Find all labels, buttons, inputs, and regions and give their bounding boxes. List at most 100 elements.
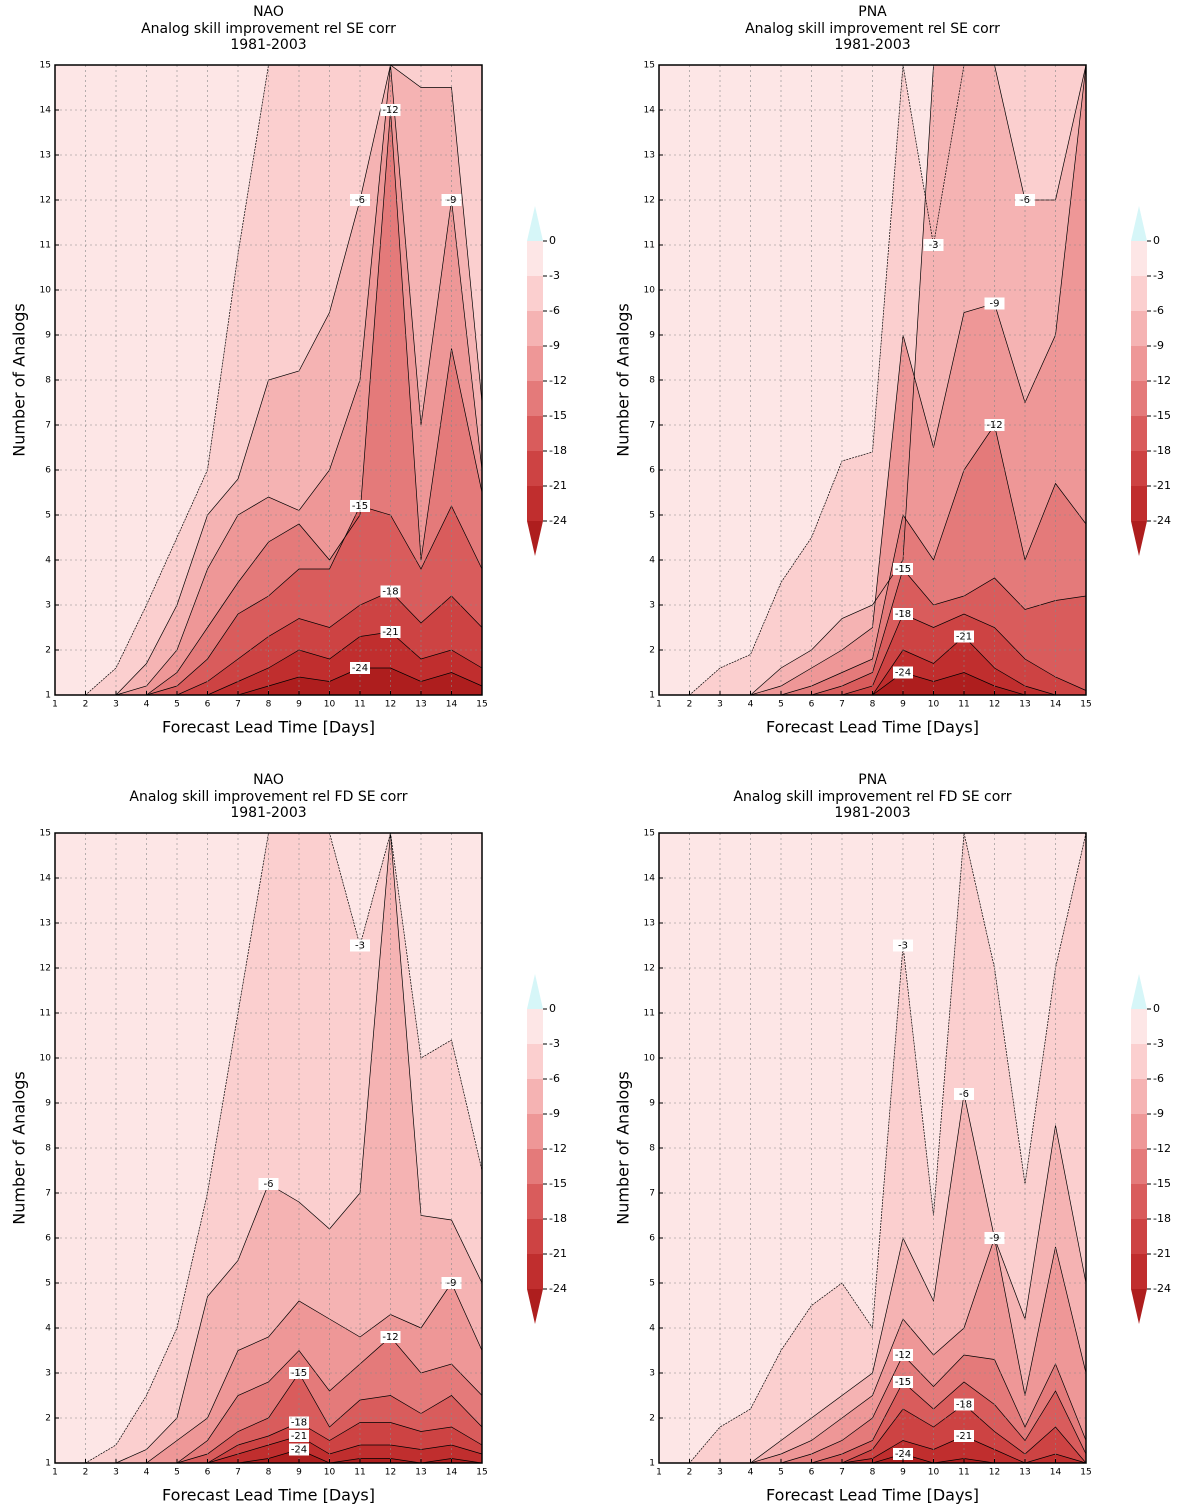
y-tick-label: 8: [45, 376, 51, 386]
contour-label: -21: [291, 1431, 307, 1442]
x-tick-label: 8: [266, 1468, 272, 1478]
y-tick-label: 3: [649, 1369, 655, 1379]
y-tick-label: 9: [45, 331, 51, 341]
contour-label: -24: [352, 663, 368, 674]
x-tick-label: 9: [296, 1468, 302, 1478]
x-tick-label: 12: [989, 1468, 1000, 1478]
x-tick-label: 2: [687, 1468, 693, 1478]
colorbar-band: [527, 1219, 543, 1254]
colorbar-label: -21: [1153, 479, 1171, 492]
colorbar-extend-top: [527, 206, 543, 241]
colorbar-extend-bottom: [527, 1289, 543, 1324]
colorbar-band: [527, 1009, 543, 1044]
colorbar-band: [527, 416, 543, 451]
period: 1981-2003: [230, 37, 306, 53]
contour-label: -21: [382, 627, 398, 638]
x-tick-label: 10: [324, 700, 336, 710]
x-tick-label: 14: [446, 700, 458, 710]
y-tick-label: 14: [644, 874, 656, 884]
y-tick-label: 4: [45, 1324, 51, 1334]
colorbar-band: [527, 486, 543, 521]
colorbar-label: -24: [1153, 514, 1171, 527]
y-tick-label: 13: [644, 919, 655, 929]
x-tick-label: 13: [415, 1468, 426, 1478]
colorbar-label: -15: [549, 409, 567, 422]
y-axis-label: Number of Analogs: [10, 303, 29, 456]
x-tick-label: 13: [1019, 700, 1030, 710]
y-axis-label: Number of Analogs: [10, 1071, 29, 1224]
colorbar-band: [527, 1184, 543, 1219]
x-tick-label: 15: [1080, 700, 1091, 710]
y-tick-label: 9: [649, 1099, 655, 1109]
y-tick-label: 5: [45, 1279, 51, 1289]
colorbar-label: -21: [549, 479, 567, 492]
y-tick-label: 3: [45, 1369, 51, 1379]
colorbar-label: -15: [1153, 409, 1171, 422]
colorbar-band: [527, 1044, 543, 1079]
y-tick-label: 15: [40, 61, 51, 71]
y-tick-label: 15: [644, 829, 655, 839]
x-tick-label: 13: [1019, 1468, 1030, 1478]
colorbar-extend-top: [1131, 206, 1147, 241]
colorbar-label: -6: [549, 1072, 560, 1085]
contour-label-box: [289, 1416, 309, 1429]
x-tick-label: 7: [235, 1468, 241, 1478]
y-tick-label: 15: [40, 829, 51, 839]
colorbar-label: -9: [1153, 339, 1164, 352]
y-tick-label: 11: [40, 1009, 51, 1019]
colorbar-label: -3: [549, 1037, 560, 1050]
colorbar-label: -6: [1153, 1072, 1164, 1085]
colorbar-band: [1131, 1149, 1147, 1184]
colorbar-band: [1131, 311, 1147, 346]
colorbar-band: [527, 241, 543, 276]
period: 1981-2003: [834, 805, 910, 821]
subtitle: Analog skill improvement rel SE corr: [141, 21, 396, 37]
x-tick-label: 5: [174, 1468, 180, 1478]
y-tick-label: 6: [45, 1234, 51, 1244]
colorbar-label: -18: [549, 1212, 567, 1225]
y-tick-label: 11: [644, 241, 655, 251]
y-tick-label: 15: [644, 61, 655, 71]
y-tick-label: 2: [45, 646, 51, 656]
x-axis-label: Forecast Lead Time [Days]: [162, 1486, 375, 1505]
colorbar-band: [527, 1149, 543, 1184]
title: NAO: [253, 772, 284, 788]
colorbar-band: [527, 276, 543, 311]
x-tick-label: 9: [296, 700, 302, 710]
x-tick-label: 7: [235, 700, 241, 710]
y-tick-label: 11: [644, 1009, 655, 1019]
contour-label: -12: [895, 1350, 911, 1361]
x-tick-label: 6: [205, 1468, 211, 1478]
colorbar-band: [1131, 1079, 1147, 1114]
y-tick-label: 7: [45, 1189, 51, 1199]
x-tick-label: 4: [144, 700, 150, 710]
subtitle: Analog skill improvement rel FD SE corr: [733, 789, 1011, 805]
x-tick-label: 4: [144, 1468, 150, 1478]
colorbar-band: [1131, 346, 1147, 381]
x-axis-label: Forecast Lead Time [Days]: [766, 1486, 979, 1505]
colorbar-label: -12: [549, 1142, 567, 1155]
x-tick-label: 4: [748, 700, 754, 710]
colorbar-band: [1131, 1219, 1147, 1254]
colorbar-band: [527, 311, 543, 346]
colorbar-extend-bottom: [527, 521, 543, 556]
colorbar-extend-top: [527, 974, 543, 1009]
x-tick-label: 12: [989, 700, 1000, 710]
period: 1981-2003: [230, 805, 306, 821]
colorbar-band: [527, 451, 543, 486]
colorbar-label: -6: [549, 304, 560, 317]
x-tick-label: 14: [1050, 1468, 1062, 1478]
colorbar-band: [527, 346, 543, 381]
y-tick-label: 8: [649, 1144, 655, 1154]
period: 1981-2003: [834, 37, 910, 53]
contour-label: -3: [355, 941, 365, 952]
colorbar-band: [1131, 1009, 1147, 1044]
y-tick-label: 12: [40, 196, 51, 206]
y-tick-label: 6: [45, 466, 51, 476]
colorbar-label: -15: [549, 1177, 567, 1190]
colorbar-band: [527, 1254, 543, 1289]
y-tick-label: 14: [644, 106, 656, 116]
contour-label-box: [893, 666, 913, 679]
colorbar-label: -21: [549, 1247, 567, 1260]
